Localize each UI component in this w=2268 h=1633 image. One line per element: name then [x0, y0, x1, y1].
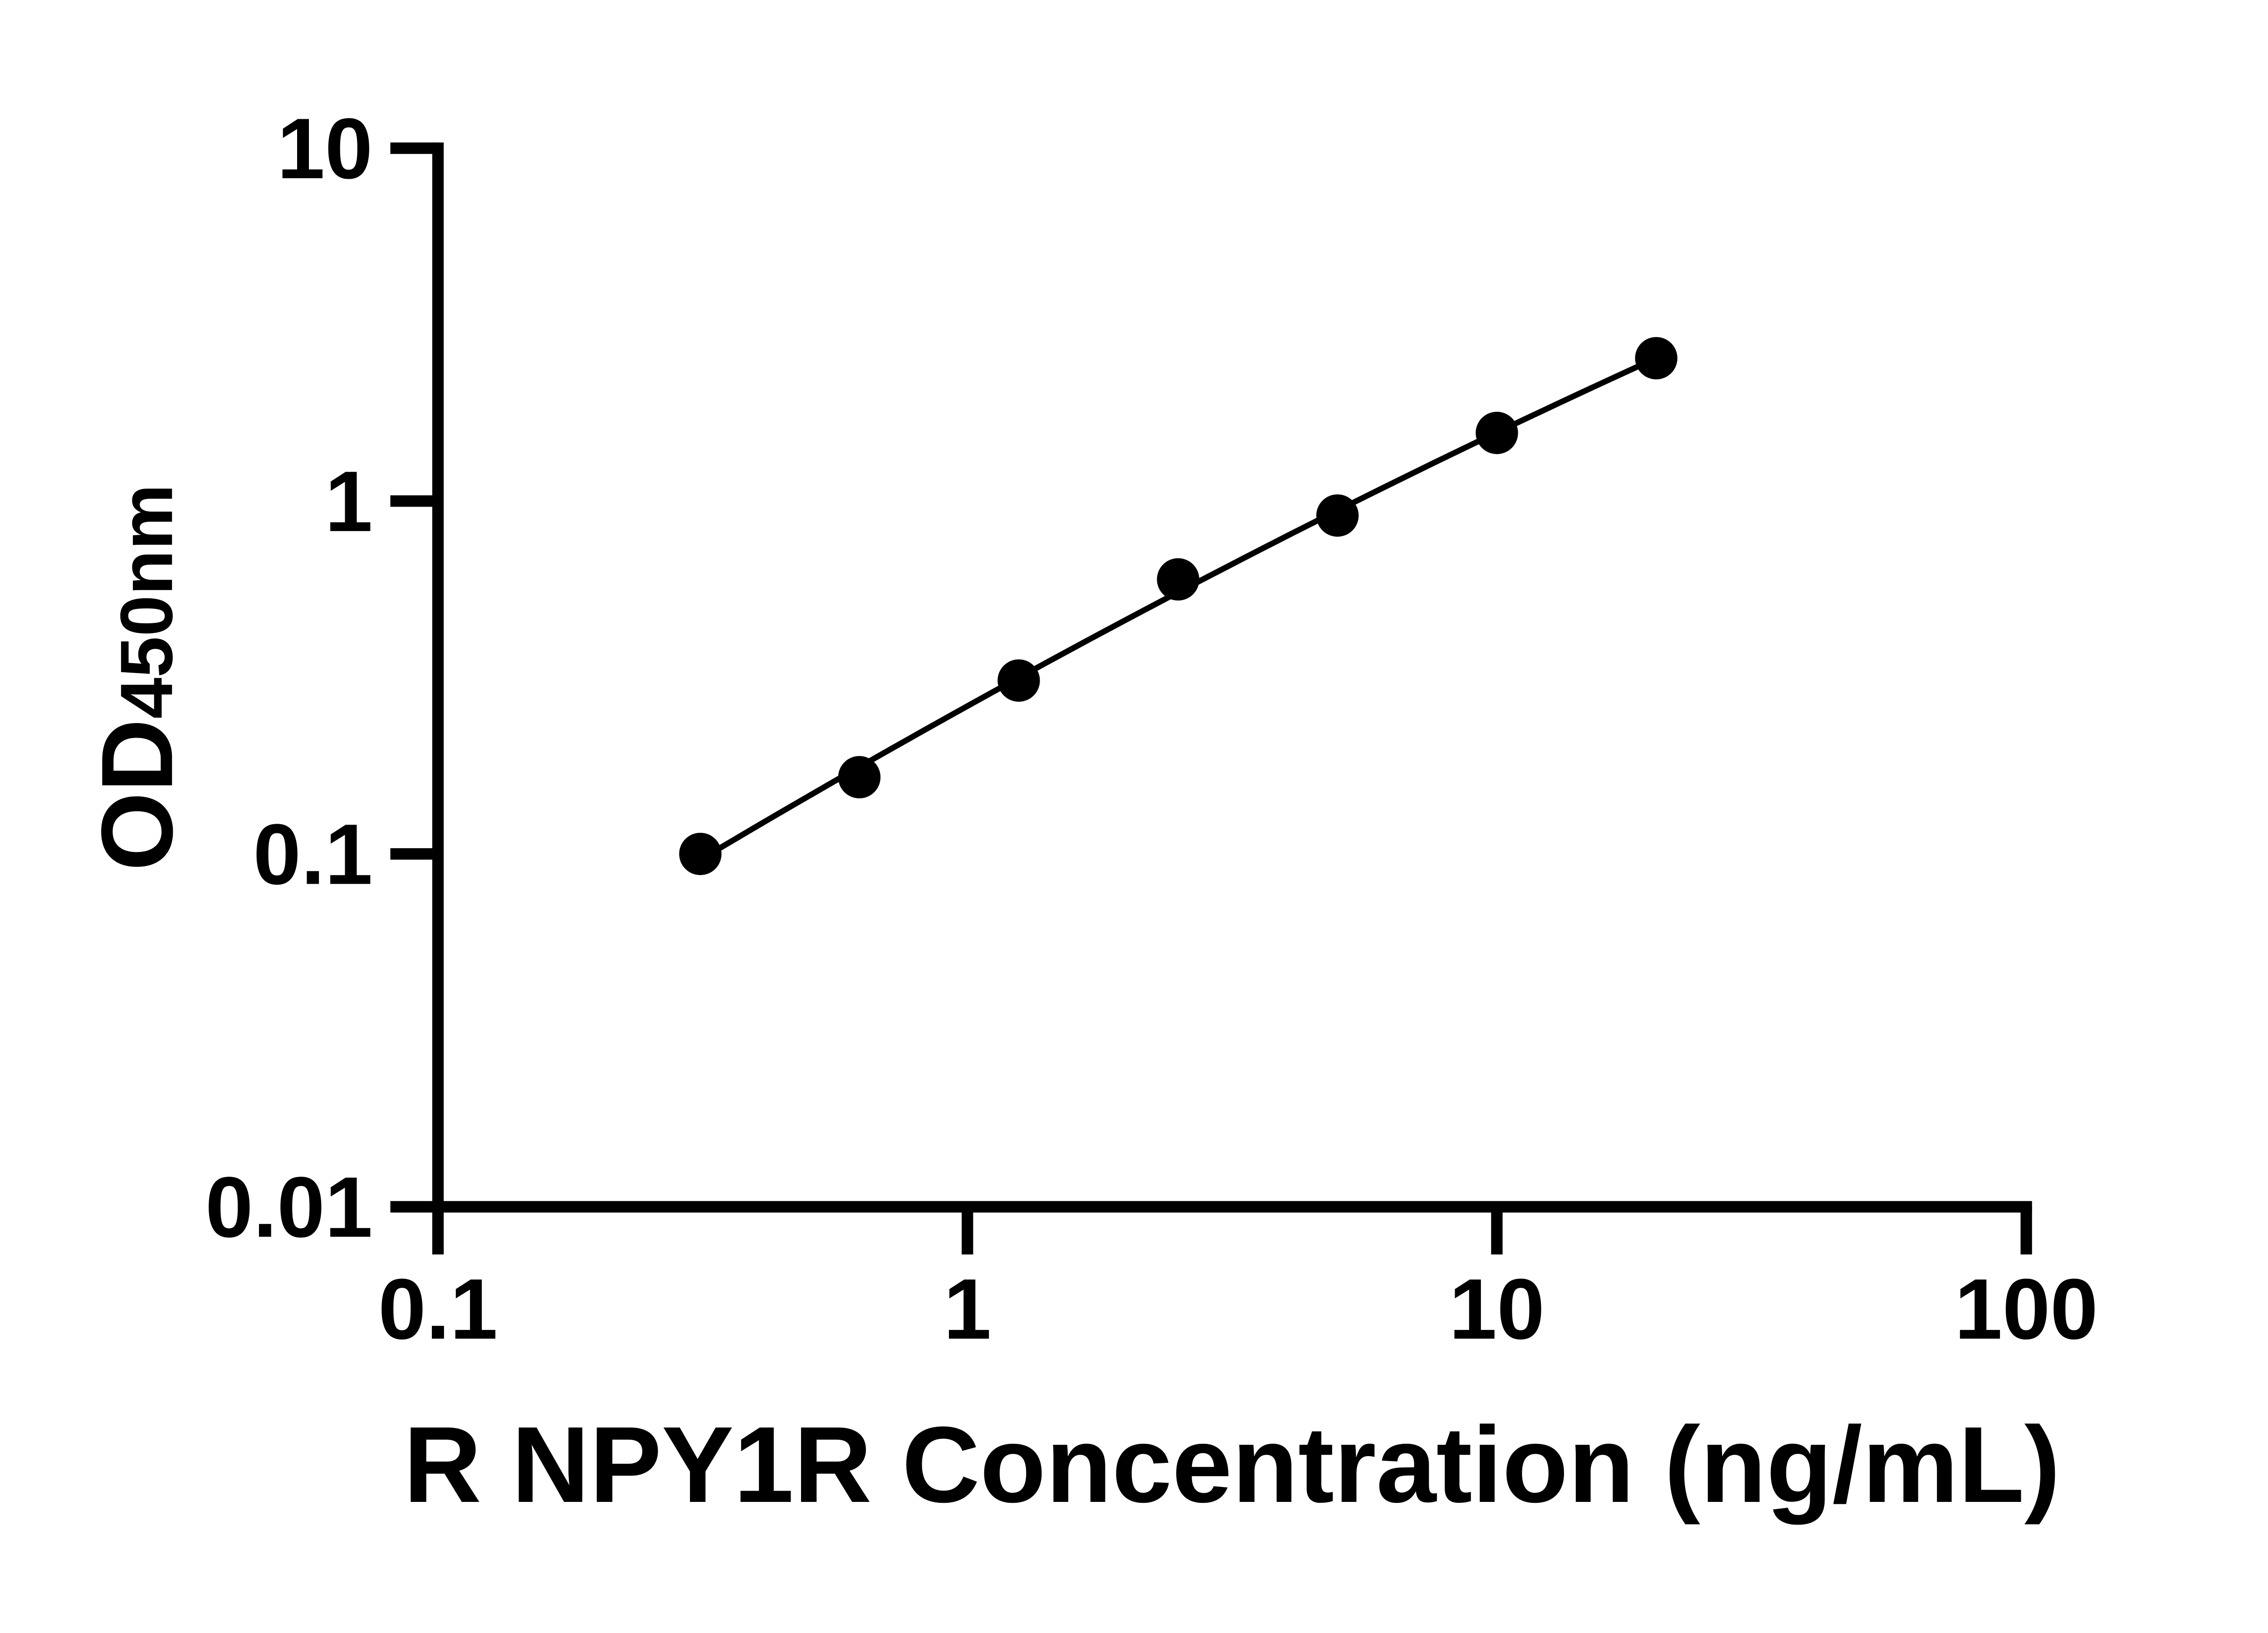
x-axis-title: R NPY1R Concentration (ng/mL): [404, 1404, 2061, 1525]
data-layer: [679, 337, 1677, 875]
data-point: [838, 756, 881, 799]
y-tick-label: 10: [277, 101, 373, 197]
y-tick-label: 1: [325, 454, 372, 550]
elisa-standard-curve-figure: R NPY1R Concentration (ng/mL) OD450nm 10…: [81, 100, 2098, 1525]
data-point: [1316, 494, 1359, 537]
x-tick-label: 0.1: [378, 1261, 498, 1357]
data-point: [1157, 558, 1199, 601]
x-tick-label: 100: [1955, 1261, 2098, 1357]
y-axis-title: OD450nm: [81, 484, 194, 871]
y-tick-label: 0.1: [253, 807, 373, 903]
y-tick-label: 0.01: [205, 1159, 373, 1256]
y-axis-title-subscript: 450nm: [105, 484, 188, 719]
x-tick-label: 1: [943, 1261, 991, 1357]
standard-curve-plot: R NPY1R Concentration (ng/mL) OD450nm 10…: [81, 100, 2098, 1525]
x-tick-label: 10: [1449, 1261, 1545, 1357]
data-point: [1476, 411, 1518, 455]
y-axis-title-main: OD: [81, 719, 194, 871]
data-point: [997, 659, 1040, 702]
data-point: [679, 832, 722, 875]
data-point: [1635, 337, 1677, 380]
